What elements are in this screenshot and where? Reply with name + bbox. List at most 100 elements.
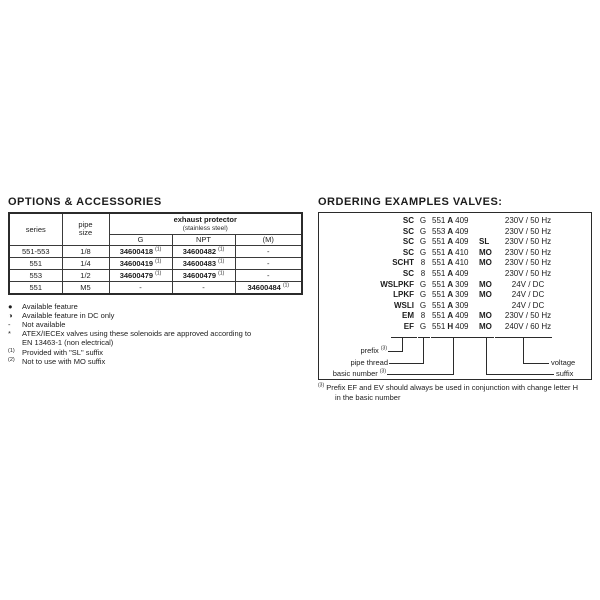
legend-item: (2) Not to use with MO suffix bbox=[8, 357, 302, 366]
example-pipe-thread: G bbox=[419, 290, 427, 300]
example-voltage: 230V / 50 Hz bbox=[504, 311, 552, 321]
ordering-example-row: WSLI G 551 A 309 24V / DC bbox=[319, 301, 591, 312]
example-voltage: 24V / DC bbox=[511, 300, 545, 310]
series-cell: 551-553 bbox=[8, 244, 63, 258]
legend-text: Available feature in DC only bbox=[22, 310, 115, 320]
underline-prefix bbox=[391, 337, 417, 338]
ordering-example-row: SC 8 551 A 409 230V / 50 Hz bbox=[319, 269, 591, 280]
legend-item: ◑ Available feature in DC only bbox=[8, 311, 302, 320]
example-prefix: SCHT bbox=[392, 258, 414, 268]
part-number-npt-cell: 34600482 (1) bbox=[171, 244, 236, 258]
example-suffix: MO bbox=[479, 311, 492, 321]
leader-basic-number bbox=[453, 337, 454, 375]
example-basic-number: 551 A 309 bbox=[432, 279, 469, 289]
example-suffix: SL bbox=[479, 237, 490, 247]
part-number-npt-cell: 34600483 (1) bbox=[171, 256, 236, 270]
example-basic-number: 551 A 309 bbox=[432, 290, 469, 300]
example-pipe-thread: G bbox=[419, 226, 427, 236]
diagram-label-suffix: suffix bbox=[556, 369, 574, 378]
table-row: 551 M5 - - 34600484 (1) bbox=[8, 280, 303, 294]
example-basic-number: 551 A 409 bbox=[432, 311, 469, 321]
example-prefix: EM bbox=[402, 311, 414, 321]
leader-prefix bbox=[402, 337, 403, 352]
example-voltage: 24V / DC bbox=[511, 290, 545, 300]
legend-symbol: - bbox=[8, 319, 11, 329]
underline-pipe-thread bbox=[418, 337, 430, 338]
diagram-label-basic-number: basic number (3) bbox=[332, 368, 386, 378]
example-voltage: 230V / 50 Hz bbox=[504, 216, 552, 225]
example-prefix: WSLI bbox=[394, 300, 414, 310]
diagram-label-voltage: voltage bbox=[551, 358, 576, 367]
example-voltage: 230V / 50 Hz bbox=[504, 226, 552, 236]
example-prefix: WSLPKF bbox=[380, 279, 414, 289]
example-suffix: MO bbox=[479, 290, 492, 300]
example-pipe-thread: G bbox=[419, 279, 427, 289]
pipe-size-cell: M5 bbox=[61, 280, 110, 294]
line-suffix bbox=[486, 374, 554, 375]
example-pipe-thread: G bbox=[419, 216, 427, 225]
example-basic-number: 551 A 410 bbox=[432, 258, 469, 268]
col-header-g: G bbox=[108, 233, 173, 246]
example-suffix bbox=[479, 216, 499, 227]
example-prefix: SC bbox=[402, 216, 414, 225]
series-cell: 551 bbox=[8, 280, 63, 294]
example-suffix bbox=[479, 227, 499, 238]
example-prefix: SC bbox=[402, 237, 414, 247]
line-basic-number bbox=[387, 374, 454, 375]
example-prefix: SC bbox=[402, 268, 414, 278]
ordering-example-row: SCHT 8 551 A 410 MO 230V / 50 Hz bbox=[319, 258, 591, 269]
diagram-label-pipe-thread: pipe thread bbox=[350, 358, 388, 367]
legend-text: Not available bbox=[22, 319, 66, 329]
exhaust-protector-table: series pipe size exhaust protector (stai… bbox=[8, 212, 304, 295]
example-suffix: MO bbox=[479, 258, 492, 268]
example-basic-number: 551 A 409 bbox=[432, 268, 469, 278]
ordering-example-row: SC G 551 A 409 SL 230V / 50 Hz bbox=[319, 237, 591, 248]
legend-text: ATEX/IECEx valves using these solenoids … bbox=[22, 329, 252, 348]
ordering-examples-title: ORDERING EXAMPLES VALVES: bbox=[318, 196, 503, 208]
legend-symbol: (1) bbox=[8, 347, 15, 354]
example-voltage: 230V / 50 Hz bbox=[504, 237, 552, 247]
col-header-pipe-size: pipe size bbox=[61, 212, 110, 246]
pipe-size-cell: 1/8 bbox=[61, 244, 110, 258]
part-number-g-cell: 34600419 (1) bbox=[108, 256, 173, 270]
example-pipe-thread: 8 bbox=[420, 258, 426, 268]
leader-suffix bbox=[486, 337, 487, 375]
ordering-example-row: LPKF G 551 A 309 MO 24V / DC bbox=[319, 290, 591, 301]
legend-text: Available feature bbox=[22, 301, 78, 311]
example-prefix: EF bbox=[403, 321, 414, 331]
example-voltage: 240V / 60 Hz bbox=[504, 321, 552, 331]
part-number-g-cell: 34600479 (1) bbox=[108, 268, 173, 282]
example-prefix: SC bbox=[402, 247, 414, 257]
legend-text: Provided with "SL" suffix bbox=[22, 347, 104, 357]
ordering-example-row: SC G 553 A 409 230V / 50 Hz bbox=[319, 227, 591, 238]
example-voltage: 230V / 50 Hz bbox=[504, 268, 552, 278]
part-number-m-cell: 34600484 (1) bbox=[234, 280, 303, 294]
legend-symbol: ◑ bbox=[8, 310, 13, 320]
ordering-example-row: SC G 551 A 410 MO 230V / 50 Hz bbox=[319, 248, 591, 259]
example-pipe-thread: G bbox=[419, 321, 427, 331]
example-pipe-thread: G bbox=[419, 237, 427, 247]
table-row: 551 1/4 34600419 (1) 34600483 (1) - bbox=[8, 256, 303, 270]
ordering-examples-section: ORDERING EXAMPLES VALVES: SC G 551 A 409 230V… bbox=[318, 196, 598, 402]
example-suffix bbox=[479, 269, 499, 280]
part-number-m-cell: - bbox=[234, 244, 303, 258]
col-header-m: (M) bbox=[234, 233, 303, 246]
ordering-example-row: SC G 551 A 409 230V / 50 Hz bbox=[319, 216, 591, 227]
example-basic-number: 551 A 409 bbox=[432, 237, 469, 247]
example-voltage: 230V / 50 Hz bbox=[504, 258, 552, 268]
ordering-example-row: EM 8 551 A 409 MO 230V / 50 Hz bbox=[319, 311, 591, 322]
part-number-m-cell: - bbox=[234, 268, 303, 282]
example-voltage: 230V / 50 Hz bbox=[504, 247, 552, 257]
example-basic-number: 551 H 409 bbox=[432, 321, 469, 331]
legend: ● Available feature ◑ Available feature … bbox=[8, 302, 302, 366]
options-accessories-title: OPTIONS & ACCESSORIES bbox=[8, 196, 162, 208]
series-cell: 553 bbox=[8, 268, 63, 282]
example-suffix: MO bbox=[479, 279, 492, 289]
table-row: 553 1/2 34600479 (1) 34600479 (1) - bbox=[8, 268, 303, 282]
example-pipe-thread: G bbox=[419, 247, 427, 257]
part-number-g-cell: - bbox=[108, 280, 173, 294]
options-accessories-section: OPTIONS & ACCESSORIES series pipe size e… bbox=[8, 196, 304, 366]
legend-item: (1) Provided with "SL" suffix bbox=[8, 348, 302, 357]
legend-item: ● Available feature bbox=[8, 302, 302, 311]
